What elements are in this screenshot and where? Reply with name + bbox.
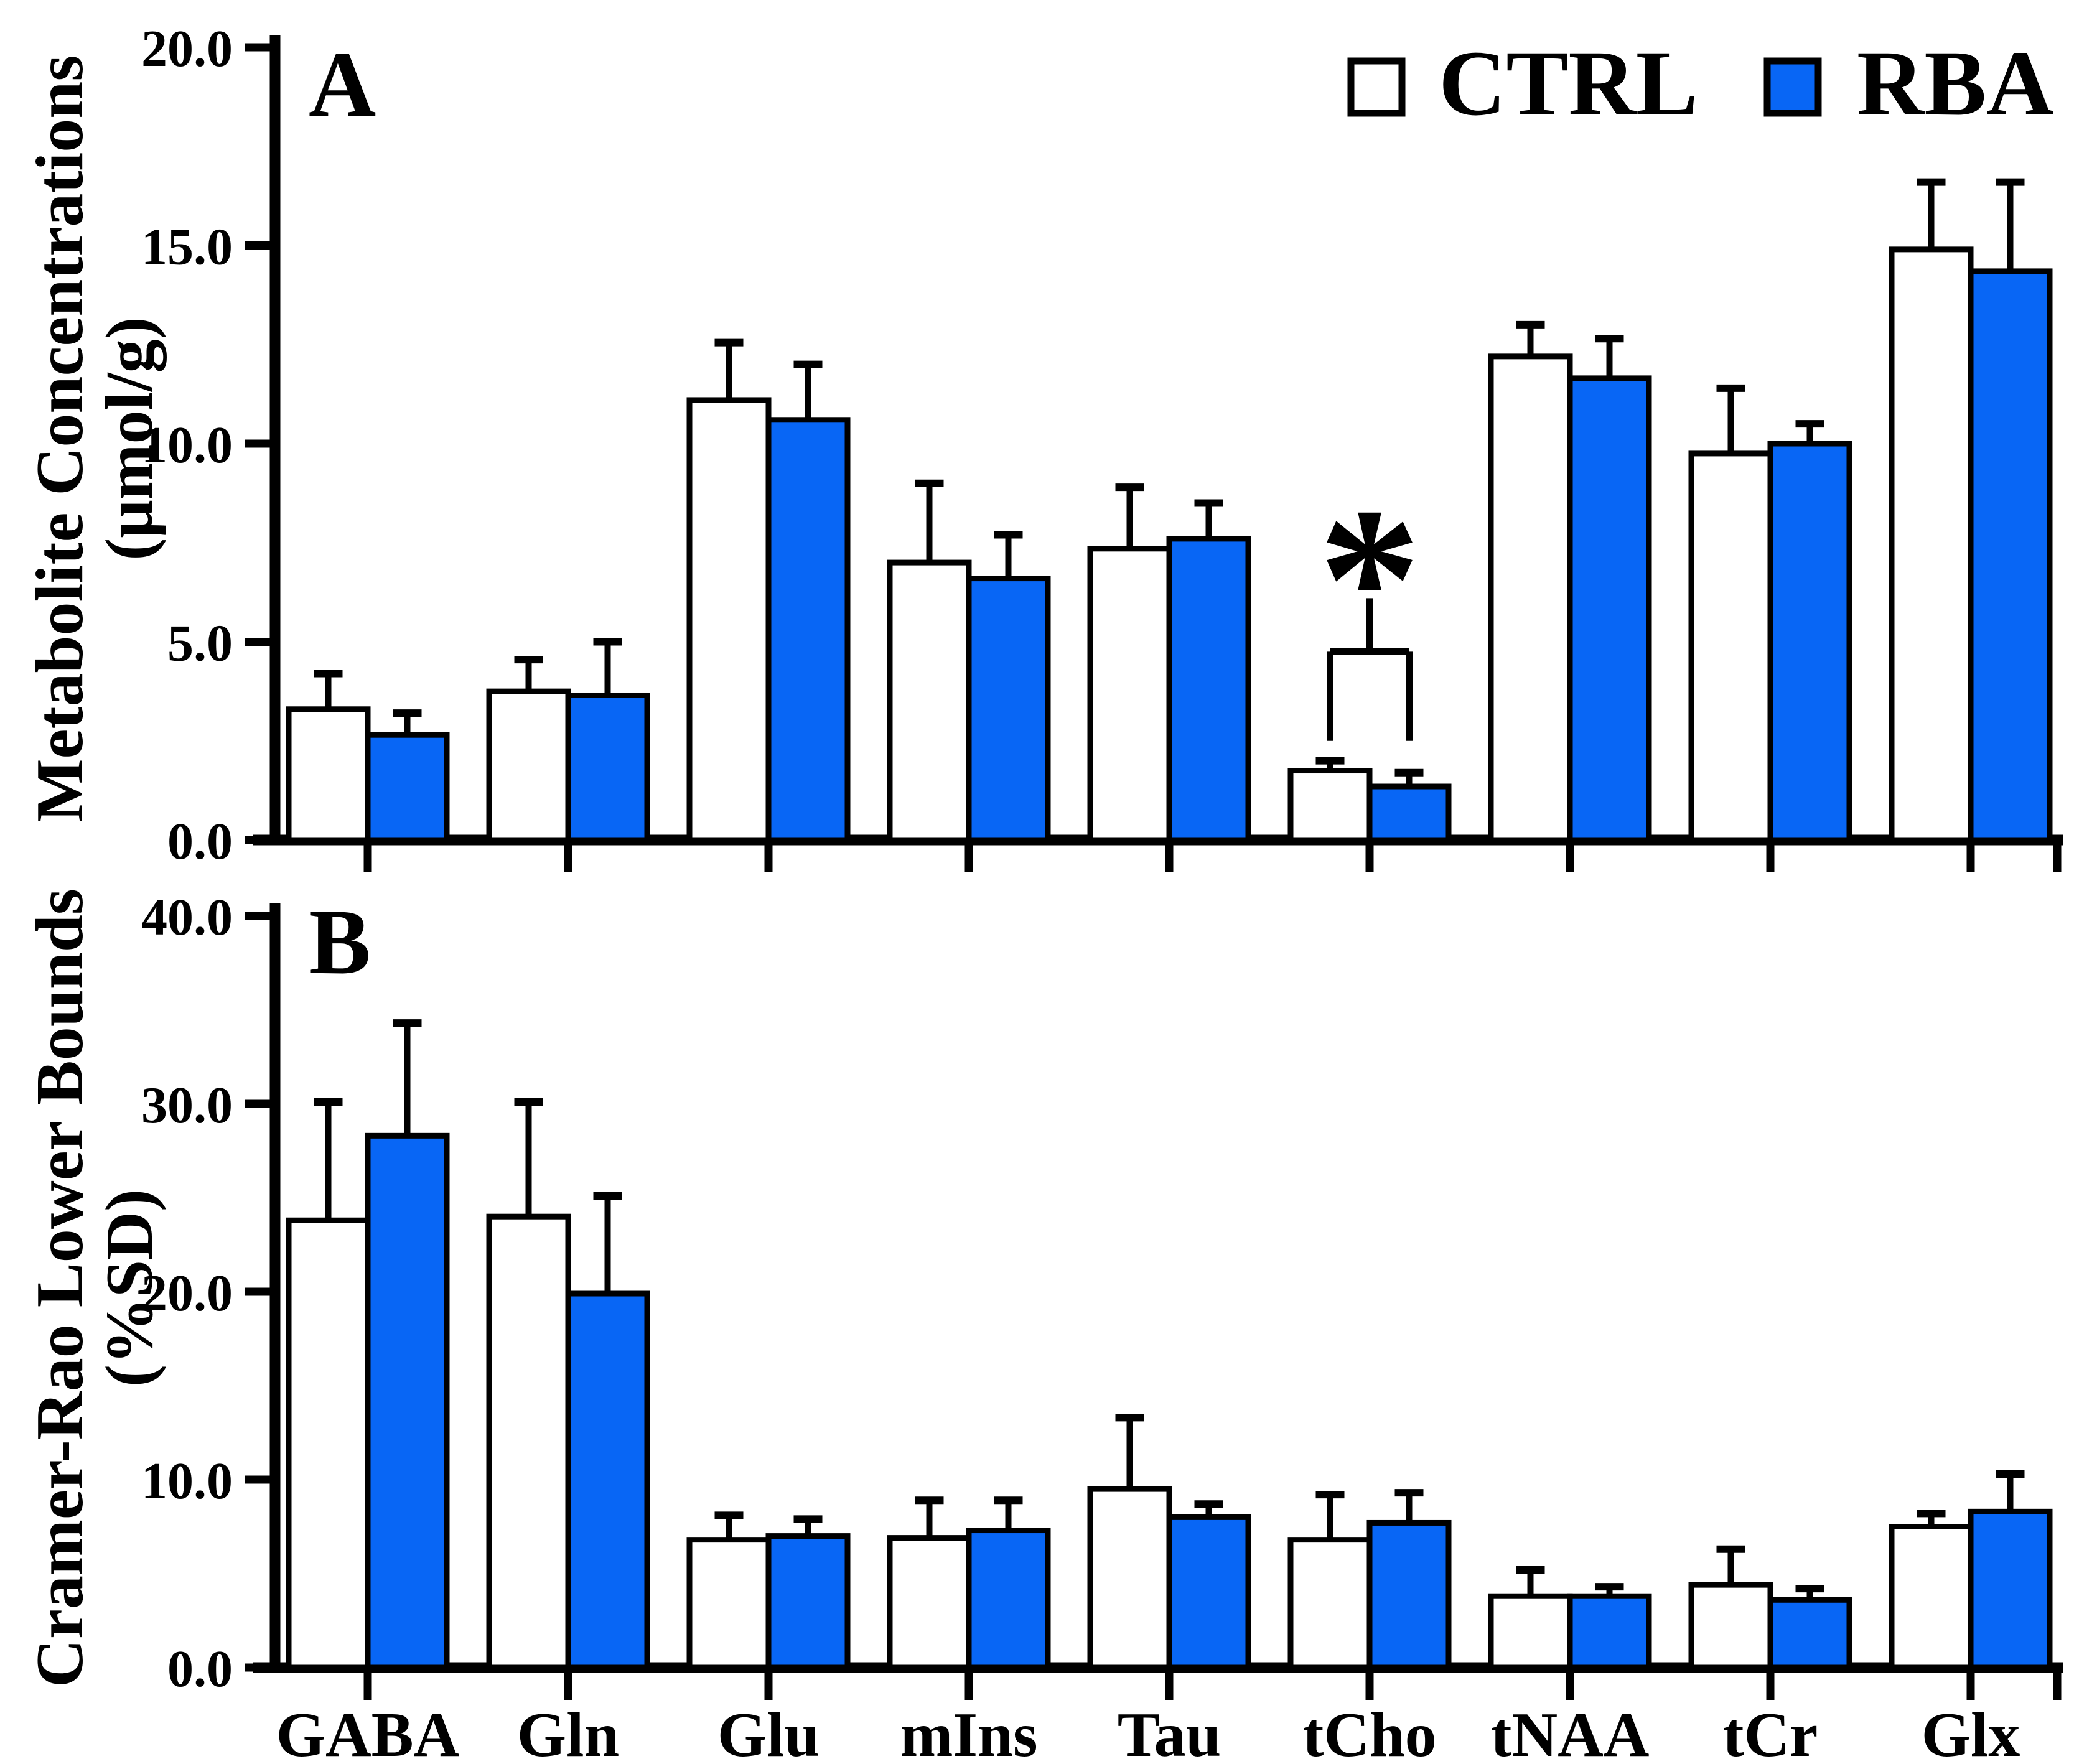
panel-a-plot-area: 0.0 5.0 10.0 15.0 20.0 *	[141, 20, 2063, 872]
panel-b-y-axis-title: Cramer-Rao Lower Bounds	[23, 889, 97, 1687]
bar-B-Glu-RBA	[765, 1533, 851, 1671]
legend-swatch-ctrl	[1347, 57, 1406, 117]
bar-B-GABA-CTRL	[286, 1217, 371, 1671]
category-label: Tau	[1118, 1700, 1221, 1764]
legend-swatch-rba	[1763, 57, 1822, 117]
category-label: Glu	[717, 1700, 820, 1764]
category-label: Gln	[517, 1700, 619, 1764]
bar-B-Glx-RBA	[1968, 1508, 2053, 1671]
bar-B-tCho-CTRL	[1287, 1537, 1373, 1671]
panel-b-letter: B	[309, 890, 371, 994]
bar-A-tCho-CTRL	[1287, 768, 1373, 843]
panel-b-plot-area: 0.0 10.0 20.0 30.0 40.0 GABA Gln Glu mIns Tau tCho…	[141, 889, 2063, 1764]
bar-B-tNAA-CTRL	[1488, 1593, 1573, 1671]
panel-a-y-axis-units: (μmol/g)	[93, 317, 167, 560]
bar-A-tNAA-CTRL	[1488, 353, 1573, 843]
bar-B-Glx-CTRL	[1889, 1524, 1974, 1671]
y-tick-label: 15.0	[141, 218, 233, 276]
y-tick-label: 20.0	[141, 1264, 233, 1322]
bar-A-tCr-RBA	[1767, 441, 1852, 843]
y-tick-label: 0.0	[167, 1640, 233, 1698]
bar-B-Gln-RBA	[565, 1290, 650, 1671]
y-tick-label: 5.0	[167, 615, 233, 673]
panel-a: 0.0 5.0 10.0 15.0 20.0 * A Metabolite Concent…	[23, 20, 2063, 872]
panel-a-y-axis-title: Metabolite Concentrations	[23, 55, 97, 823]
bar-A-tCr-CTRL	[1688, 450, 1773, 843]
category-label: tCr	[1723, 1700, 1818, 1764]
panel-a-letter: A	[309, 33, 376, 136]
bar-A-GABA-RBA	[365, 732, 450, 843]
bar-A-tNAA-RBA	[1567, 375, 1652, 843]
panel-b-y-axis-units: (%SD)	[93, 1189, 167, 1387]
bar-B-GABA-RBA	[365, 1132, 450, 1671]
bar-B-Tau-CTRL	[1087, 1486, 1172, 1671]
legend-label-rba: RBA	[1857, 32, 2054, 135]
y-tick-label: 10.0	[141, 1452, 233, 1510]
bar-B-Glu-CTRL	[686, 1537, 772, 1671]
category-label: tNAA	[1491, 1700, 1650, 1764]
y-tick-label: 30.0	[141, 1076, 233, 1134]
bar-B-tCho-RBA	[1366, 1519, 1452, 1671]
bar-A-Glx-CTRL	[1889, 246, 1974, 843]
bar-B-Gln-CTRL	[486, 1213, 571, 1671]
bar-B-mIns-CTRL	[887, 1535, 972, 1671]
bar-B-tCr-RBA	[1767, 1597, 1852, 1671]
bar-B-mIns-RBA	[966, 1528, 1051, 1671]
bar-A-Tau-CTRL	[1087, 546, 1172, 843]
bar-B-tNAA-RBA	[1567, 1593, 1652, 1671]
panel-b: 0.0 10.0 20.0 30.0 40.0 GABA Gln Glu mIns Tau tCho…	[23, 889, 2063, 1764]
bar-A-Glu-RBA	[765, 417, 851, 843]
category-label: tCho	[1302, 1700, 1436, 1764]
category-label: Glx	[1922, 1700, 2020, 1764]
bar-B-tCr-CTRL	[1688, 1582, 1773, 1671]
bar-A-Glu-CTRL	[686, 397, 772, 843]
bar-A-Gln-RBA	[565, 692, 650, 843]
bar-A-mIns-RBA	[966, 576, 1051, 843]
y-tick-label: 10.0	[141, 416, 233, 474]
bar-A-Glx-RBA	[1968, 268, 2053, 843]
category-label: GABA	[276, 1700, 460, 1764]
y-tick-label: 0.0	[167, 813, 233, 870]
y-tick-label: 40.0	[141, 889, 233, 946]
y-tick-label: 20.0	[141, 20, 233, 78]
bar-A-GABA-CTRL	[286, 706, 371, 843]
category-label: mIns	[900, 1700, 1037, 1764]
bar-A-mIns-CTRL	[887, 559, 972, 843]
bar-B-Tau-RBA	[1166, 1514, 1251, 1671]
significance-asterisk: *	[1319, 465, 1421, 693]
bar-A-Gln-CTRL	[486, 688, 571, 843]
legend: CTRL RBA	[1347, 32, 2054, 135]
bar-A-tCho-RBA	[1366, 783, 1452, 843]
legend-label-ctrl: CTRL	[1439, 32, 1698, 135]
bar-A-Tau-RBA	[1166, 536, 1251, 843]
